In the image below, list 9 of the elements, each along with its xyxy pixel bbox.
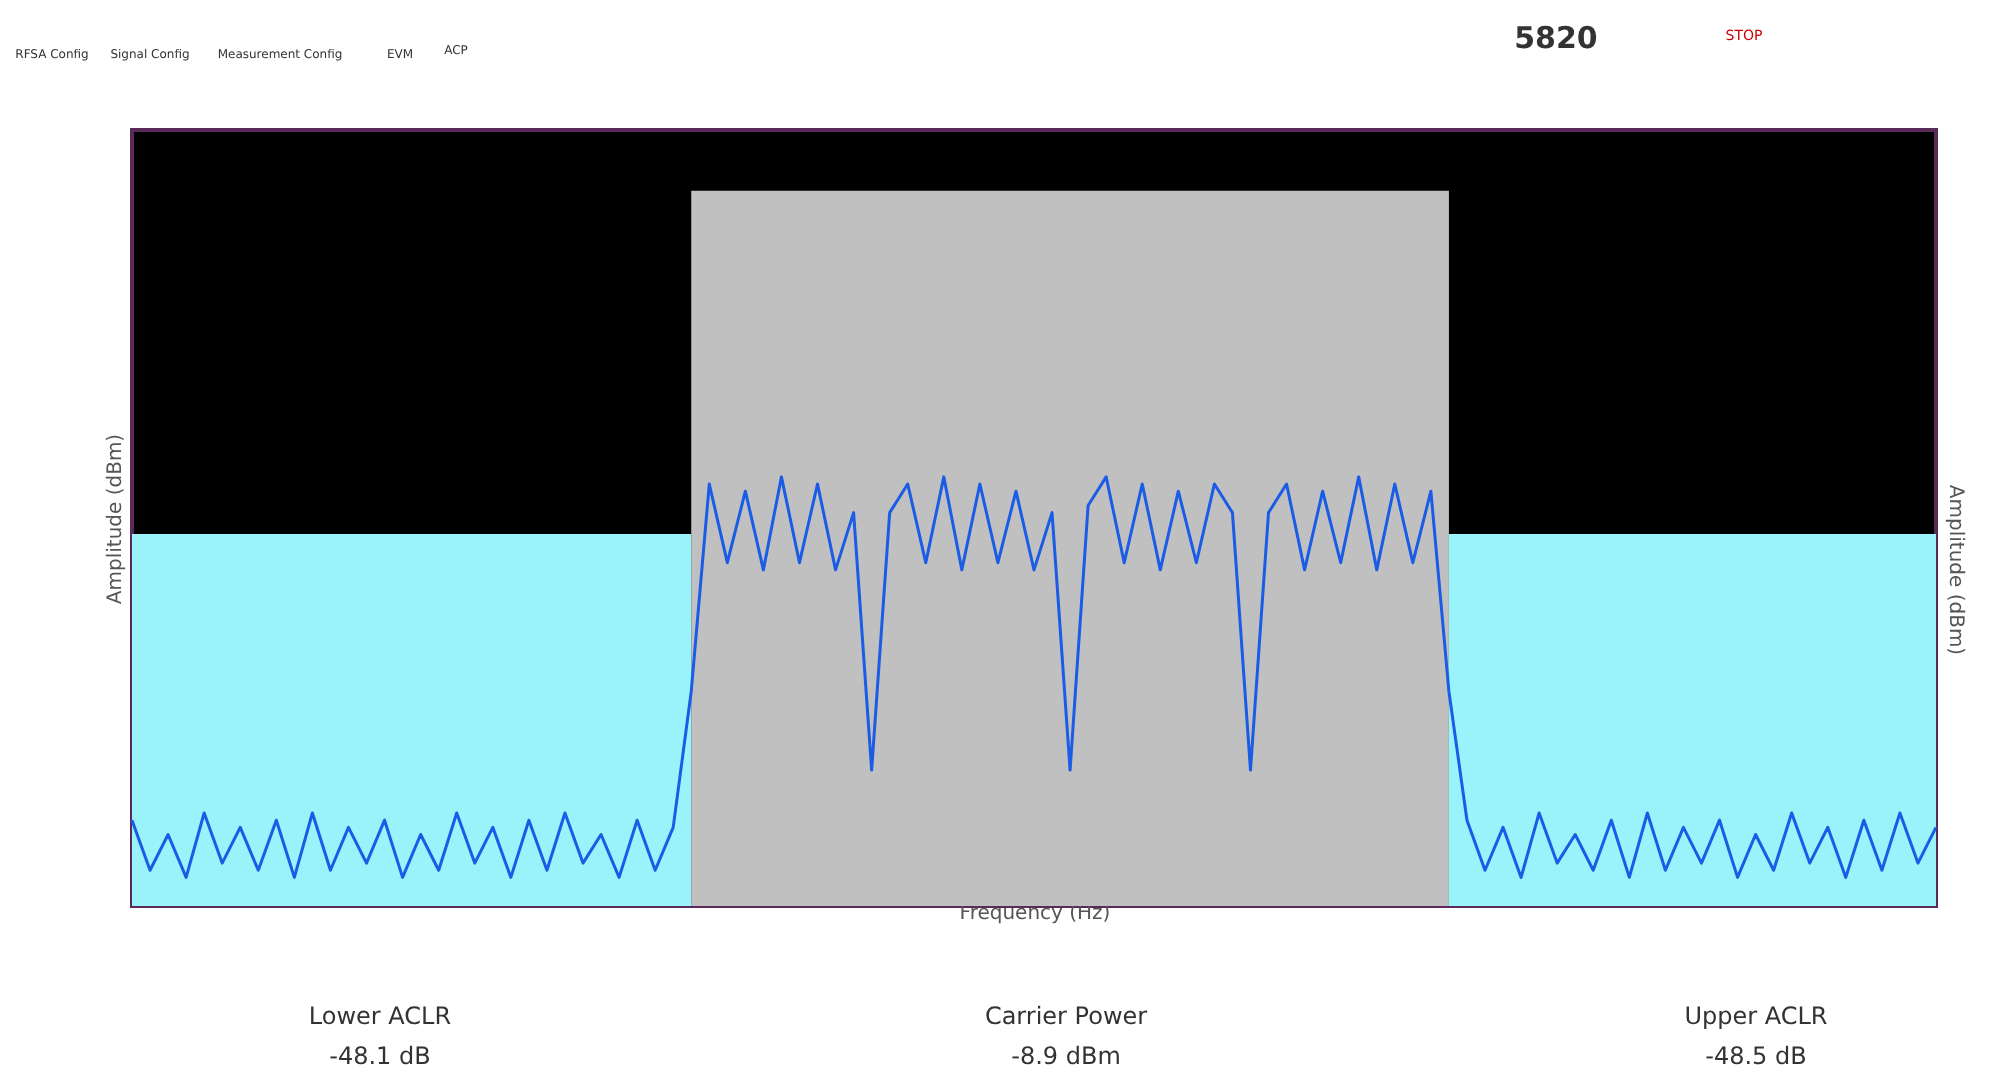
y-axis-title: Amplitude (dBm) bbox=[105, 433, 127, 605]
text: Carrier Power bbox=[984, 1002, 1148, 1030]
text: Upper ACLR bbox=[1684, 1002, 1828, 1030]
text: -8.9 dBm bbox=[1011, 1042, 1121, 1070]
text: 5820 bbox=[1514, 20, 1598, 56]
y2-axis-title: Amplitude (dBm) bbox=[1944, 484, 1966, 656]
text: -48.1 dB bbox=[329, 1042, 431, 1070]
text: -48.5 dB bbox=[1705, 1042, 1807, 1070]
text: Lower ACLR bbox=[308, 1002, 452, 1030]
